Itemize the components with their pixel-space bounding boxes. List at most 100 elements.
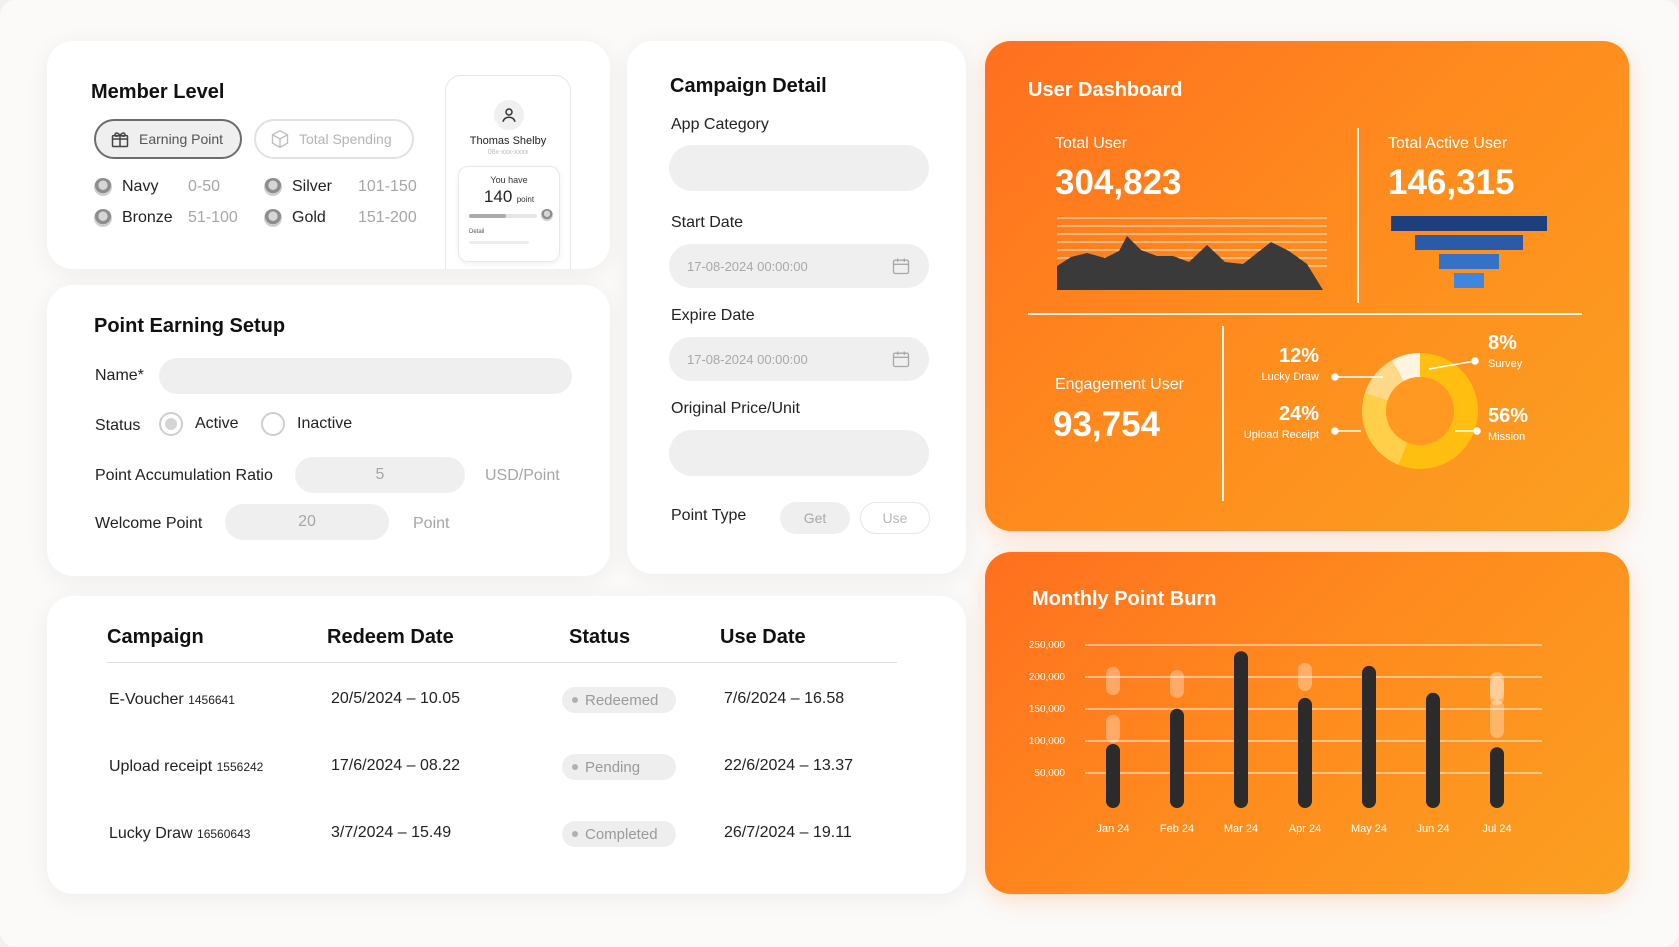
expire-date-input[interactable]: 17-08-2024 00:00:00 xyxy=(669,337,929,381)
start-date-label: Start Date xyxy=(671,214,744,231)
status-dot xyxy=(572,764,578,770)
table-row[interactable]: Lucky Draw 16560643 xyxy=(109,825,250,843)
medal-icon xyxy=(264,209,282,227)
bar-ghost xyxy=(1490,700,1504,738)
box-icon xyxy=(271,129,289,149)
app-category-input[interactable] xyxy=(669,145,929,191)
bar-may-24[interactable] xyxy=(1362,665,1376,808)
name-input[interactable] xyxy=(159,358,572,394)
bar-mar-24[interactable] xyxy=(1234,651,1248,808)
y-tick-label: 200,000 xyxy=(1029,672,1066,683)
tab-total-spending[interactable]: Total Spending xyxy=(254,119,414,159)
x-tick-label: Apr 24 xyxy=(1289,823,1321,835)
status-dot xyxy=(572,831,578,837)
preview-points: 140 point xyxy=(459,187,559,207)
donut-leaders xyxy=(1331,357,1481,435)
radio-button[interactable] xyxy=(261,412,285,436)
redeem-date: 17/6/2024 – 08.22 xyxy=(331,757,461,774)
level-name: Navy xyxy=(122,178,159,195)
welcome-label: Welcome Point xyxy=(95,515,203,532)
status-dot xyxy=(572,697,578,703)
status-text: Pending xyxy=(585,758,641,776)
status-inactive-label: Inactive xyxy=(297,415,353,432)
price-label: Original Price/Unit xyxy=(671,400,800,417)
bar-apr-24[interactable] xyxy=(1298,697,1312,808)
expire-date-value: 17-08-2024 00:00:00 xyxy=(687,351,808,367)
tab-earning-point-label: Earning Point xyxy=(139,131,224,147)
donut-slice-survey xyxy=(1392,353,1420,382)
col-header-status: Status xyxy=(569,626,631,648)
member-level-title: Member Level xyxy=(91,81,225,103)
kpi-divider-vertical-2 xyxy=(1222,326,1224,501)
funnel-bar-1 xyxy=(1391,216,1547,231)
bar-ghost xyxy=(1490,677,1504,705)
donut-hole xyxy=(1386,377,1454,445)
y-tick-label: 50,000 xyxy=(1034,768,1065,779)
use-date: 22/6/2024 – 13.37 xyxy=(724,757,854,774)
use-label: Use xyxy=(882,510,908,526)
level-name: Silver xyxy=(292,178,333,195)
medal-icon xyxy=(94,209,112,227)
bar-jun-24[interactable] xyxy=(1426,692,1440,808)
table-row[interactable]: Upload receipt 1556242 xyxy=(109,758,263,776)
redeem-date: 20/5/2024 – 10.05 xyxy=(331,690,461,707)
level-item-gold: Gold 151-200 xyxy=(264,209,417,227)
start-date-value: 17-08-2024 00:00:00 xyxy=(687,258,808,274)
bar-jan-24[interactable] xyxy=(1106,744,1120,808)
total-user-label: Total User xyxy=(1055,135,1128,152)
x-tick-label: Jan 24 xyxy=(1096,823,1129,835)
calendar-icon[interactable] xyxy=(891,349,911,369)
phone-preview: Thomas Shelby 08x-xxx-xxxx You have 140 … xyxy=(445,75,571,269)
donut-slice-mission xyxy=(1398,353,1478,469)
avatar xyxy=(494,100,524,130)
name-label: Name* xyxy=(95,367,144,384)
get-label: Get xyxy=(803,510,827,526)
point-earning-setup-card: Point Earning Setup Name* Status Active … xyxy=(47,285,610,576)
donut-label-lucky-draw-pct: 12% xyxy=(1278,345,1319,367)
bar-ghost xyxy=(1298,663,1312,691)
table-row[interactable]: E-Voucher 1456641 xyxy=(109,691,235,709)
ratio-input[interactable]: 5 xyxy=(295,457,465,493)
preview-detail: Detail xyxy=(469,229,485,235)
campaign-code: 1456641 xyxy=(188,693,235,707)
preview-points-value: 140 xyxy=(483,187,513,206)
preview-progress-fill xyxy=(469,214,507,218)
tab-earning-point[interactable]: Earning Point xyxy=(94,119,242,159)
price-input[interactable] xyxy=(669,430,929,476)
ratio-label: Point Accumulation Ratio xyxy=(95,467,273,484)
level-item-silver: Silver 101-150 xyxy=(264,178,417,196)
welcome-input[interactable]: 20 xyxy=(225,504,389,540)
user-dashboard-card: User Dashboard Total User 304,823 Total … xyxy=(985,41,1629,531)
header-divider xyxy=(107,662,897,663)
status-badge: Completed xyxy=(562,821,676,847)
bar-jul-24[interactable] xyxy=(1490,747,1504,808)
total-user-area-chart xyxy=(1057,217,1327,290)
gift-icon xyxy=(111,132,129,148)
x-tick-label: May 24 xyxy=(1351,823,1387,835)
use-date: 7/6/2024 – 16.58 xyxy=(724,690,845,707)
level-range: 101-150 xyxy=(358,178,417,195)
x-tick-label: Jul 24 xyxy=(1482,823,1511,835)
redeem-date: 3/7/2024 – 15.49 xyxy=(331,824,452,841)
engagement-label: Engagement User xyxy=(1055,376,1184,393)
col-header-use-date: Use Date xyxy=(720,626,806,648)
point-type-get-button[interactable]: Get xyxy=(780,502,850,534)
active-user-value: 146,315 xyxy=(1388,163,1515,202)
preview-progress-bar xyxy=(469,214,537,218)
preview-detail-line xyxy=(469,241,529,244)
status-active-radio[interactable]: Active xyxy=(159,412,239,436)
start-date-input[interactable]: 17-08-2024 00:00:00 xyxy=(669,244,929,288)
radio-button[interactable] xyxy=(159,412,183,436)
point-type-use-button[interactable]: Use xyxy=(860,502,930,534)
level-name: Bronze xyxy=(122,209,173,226)
y-tick-label: 100,000 xyxy=(1029,736,1066,747)
calendar-icon[interactable] xyxy=(891,256,911,276)
y-tick-label: 250,000 xyxy=(1029,640,1066,651)
campaign-name: Upload receipt xyxy=(109,758,213,775)
donut-label-survey: Survey xyxy=(1488,358,1523,370)
campaign-code: 1556242 xyxy=(216,760,264,774)
preview-you-have: You have xyxy=(490,175,528,185)
status-inactive-radio[interactable]: Inactive xyxy=(261,412,352,436)
active-user-funnel xyxy=(1391,216,1547,288)
bar-feb-24[interactable] xyxy=(1170,708,1184,808)
